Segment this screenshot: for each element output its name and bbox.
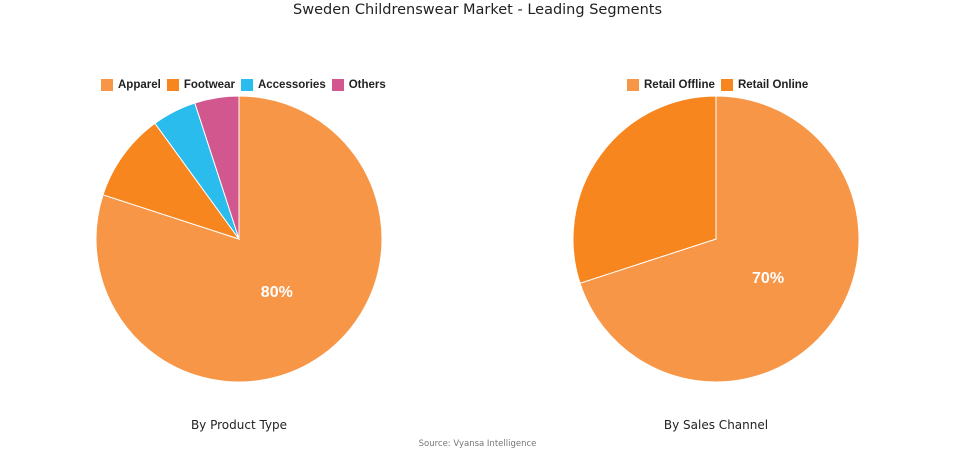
legend-item[interactable]: Accessories bbox=[240, 79, 326, 91]
legend-swatch bbox=[240, 79, 253, 91]
legend-item[interactable]: Apparel bbox=[101, 79, 161, 91]
legend-item[interactable]: Others bbox=[331, 79, 386, 91]
legend-swatch bbox=[720, 79, 733, 91]
source-note: Source: Vyansa Intelligence bbox=[418, 439, 537, 449]
legend-sales-channel: Retail Offline Retail Online bbox=[627, 79, 814, 91]
data-label: 80% bbox=[261, 284, 293, 301]
legend-label: Accessories bbox=[257, 79, 326, 91]
legend-item[interactable]: Retail Offline bbox=[627, 79, 715, 91]
pie-product-type: 80% bbox=[95, 95, 383, 383]
legend-product-type: Apparel Footwear Accessories Others bbox=[101, 79, 392, 91]
legend-swatch bbox=[627, 79, 639, 91]
legend-label: Footwear bbox=[183, 79, 235, 91]
legend-label: Retail Online bbox=[737, 79, 809, 91]
legend-label: Apparel bbox=[118, 79, 161, 91]
pie-slice-retail-offline[interactable] bbox=[579, 95, 860, 383]
legend-item[interactable]: Retail Online bbox=[720, 79, 809, 91]
legend-swatch bbox=[331, 79, 344, 91]
legend-swatch bbox=[101, 79, 113, 91]
pie-slice-footwear[interactable] bbox=[102, 122, 241, 240]
legend-label: Retail Offline bbox=[644, 79, 715, 91]
legend-swatch bbox=[166, 79, 179, 91]
data-label: 70% bbox=[752, 270, 784, 287]
legend-item[interactable]: Footwear bbox=[166, 79, 235, 91]
subtitle-product-type: By Product Type bbox=[190, 418, 288, 432]
pie-sales-channel: 70% bbox=[572, 95, 860, 383]
legend-label: Others bbox=[348, 79, 386, 91]
chart-title: Sweden Childrenswear Market - Leading Se… bbox=[293, 2, 662, 18]
pie-slice-retail-online[interactable] bbox=[572, 95, 717, 284]
pie-slice-others[interactable] bbox=[194, 95, 240, 240]
subtitle-sales-channel: By Sales Channel bbox=[663, 418, 769, 432]
